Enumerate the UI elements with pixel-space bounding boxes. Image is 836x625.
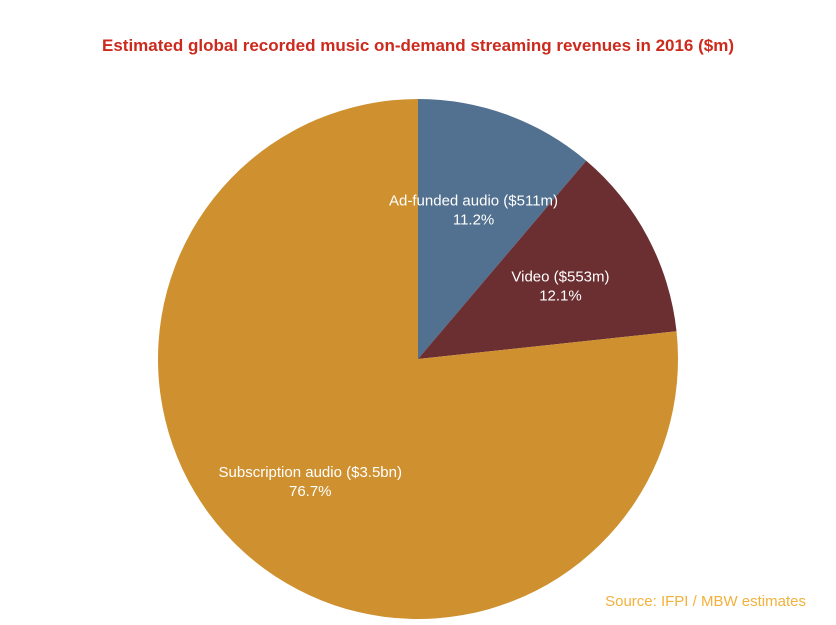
chart-title: Estimated global recorded music on-deman… [101,36,735,55]
pie-slice-1 [418,160,677,359]
slice-percent-0: 11.2% [453,212,494,229]
slice-label-0: Ad-funded audio ($511m) [389,193,558,210]
source-note: Source: IFPI / MBW estimates [605,593,806,610]
slice-percent-2: 76.7% [289,483,332,500]
pie-slices [157,99,678,619]
pie-slice-2 [157,99,678,619]
slice-percent-1: 12.1% [539,288,582,305]
pie-labels: Ad-funded audio ($511m) 11.2% Video ($553m… [219,193,610,500]
pie-slice-0 [418,99,587,359]
slice-label-1: Video ($553m) [511,269,609,286]
slice-label-2: Subscription audio ($3.5bn) [219,464,402,481]
